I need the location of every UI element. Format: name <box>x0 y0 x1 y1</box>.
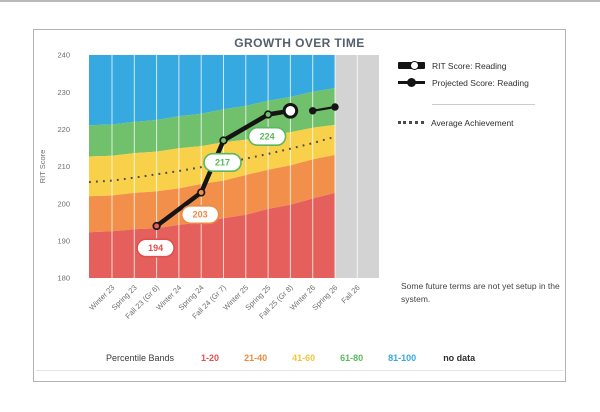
projected-score-line-icon <box>398 77 425 87</box>
percentile-band-21-40 <box>89 155 335 233</box>
score-label-text: 217 <box>215 158 230 168</box>
rit-score-point[interactable] <box>263 110 273 119</box>
y-axis-tick-label: 240 <box>57 51 70 60</box>
x-axis-label: Fall 26 <box>339 283 361 305</box>
y-axis-tick-label: 210 <box>57 162 70 171</box>
score-label-text: 203 <box>193 210 208 220</box>
percentile-band-value: 21-40 <box>244 353 268 363</box>
percentile-bands-legend: Percentile Bands 1-20 21-40 41-60 61-80 81-1… <box>106 351 475 365</box>
chart-title: GROWTH OVER TIME <box>234 36 365 50</box>
percentile-band-value: 1-20 <box>201 353 220 363</box>
percentile-band-61-80 <box>89 88 335 157</box>
score-label-bubble <box>180 205 220 225</box>
y-axis-title: RIT Score <box>38 150 47 184</box>
score-label-text: 224 <box>260 132 275 142</box>
chart-legend: RIT Score: Reading Projected Score: Read… <box>398 57 535 131</box>
rit-score-point[interactable] <box>152 221 161 231</box>
score-label-bubble <box>203 152 242 172</box>
legend-label-projected-score: Projected Score: Reading <box>432 77 529 88</box>
score-label-bubble <box>247 126 287 146</box>
percentile-bands-label: Percentile Bands <box>106 353 175 363</box>
projected-score-point[interactable] <box>309 107 317 115</box>
percentile-band-value: 61-80 <box>340 353 364 363</box>
score-label-bubble <box>136 238 175 258</box>
percentile-band-value: 81-100 <box>388 353 417 363</box>
future-terms-note: Some future terms are not yet setup in t… <box>401 281 560 304</box>
footer-divider <box>36 370 563 371</box>
y-axis-tick-label: 220 <box>57 125 70 134</box>
current-term-point[interactable] <box>282 103 299 119</box>
rit-score-point[interactable] <box>219 136 228 145</box>
no-data-label: no data <box>443 353 476 363</box>
open-circle-icon <box>410 60 419 70</box>
projected-score-point[interactable] <box>331 103 339 111</box>
percentile-band-values: 1-20 21-40 41-60 61-80 81-100 <box>201 353 416 363</box>
percentile-band-value: 41-60 <box>292 353 316 363</box>
y-axis-tick-label: 200 <box>57 199 70 208</box>
filled-circle-icon <box>407 77 416 87</box>
y-axis-tick-label: 230 <box>57 88 70 97</box>
window-top-edge <box>0 0 600 2</box>
legend-item-projected-score[interactable]: Projected Score: Reading <box>398 74 535 91</box>
dotted-line-icon <box>398 121 424 124</box>
growth-over-time-card: GROWTH OVER TIME Winter 23 Spring 23 Fall … <box>33 29 566 382</box>
y-axis-tick-label: 180 <box>57 274 70 283</box>
legend-item-average-achievement[interactable]: Average Achievement <box>398 114 535 131</box>
rit-score-point[interactable] <box>197 188 206 197</box>
projected-score-line <box>312 105 336 112</box>
legend-divider <box>432 104 535 105</box>
score-label-text: 194 <box>148 243 163 253</box>
y-axis-tick-label: 190 <box>57 236 70 245</box>
percentile-band-81-100 <box>89 55 335 126</box>
legend-label-average-achievement: Average Achievement <box>431 117 514 128</box>
legend-label-rit-score: RIT Score: Reading <box>432 60 507 71</box>
rit-score-line-icon <box>398 60 425 70</box>
legend-item-rit-score[interactable]: RIT Score: Reading <box>398 57 535 74</box>
